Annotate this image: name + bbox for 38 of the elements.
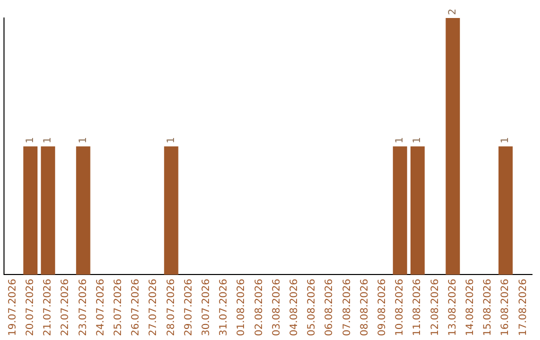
x-tick-label: 03.08.2026	[271, 278, 282, 336]
x-tick-label: 01.08.2026	[236, 278, 248, 336]
x-tick-label: 07.08.2026	[342, 278, 353, 336]
x-tick-label: 09.08.2026	[376, 278, 388, 336]
x-tick-label: 30.07.2026	[200, 278, 212, 336]
x-tick-label: 12.08.2026	[430, 278, 441, 336]
data-label: 1	[412, 136, 424, 144]
x-tick-label: 16.08.2026	[500, 278, 512, 336]
x-tick-label: 13.08.2026	[447, 278, 458, 336]
x-tick-label: 29.07.2026	[183, 278, 194, 336]
data-label: 2	[447, 8, 458, 15]
data-label: 1	[78, 136, 89, 144]
x-tick-label: 14.08.2026	[464, 278, 476, 336]
x-tick-label: 19.07.2026	[7, 278, 18, 336]
x-tick-label: 23.07.2026	[78, 278, 89, 336]
data-label: 1	[42, 136, 54, 144]
x-tick-label: 28.07.2026	[166, 278, 177, 336]
data-label: 1	[500, 136, 512, 144]
x-tick-label: 15.08.2026	[482, 278, 494, 336]
x-tick-label: 22.07.2026	[60, 278, 72, 336]
x-tick-label: 20.07.2026	[24, 278, 36, 336]
x-tick-label: 25.07.2026	[112, 278, 124, 336]
x-tick-label: 11.08.2026	[412, 278, 424, 336]
x-tick-label: 31.07.2026	[218, 278, 230, 336]
x-tick-label: 10.08.2026	[394, 278, 406, 336]
data-label: 1	[24, 136, 36, 144]
x-tick-label: 04.08.2026	[288, 278, 300, 336]
data-label: 1	[166, 136, 177, 144]
x-tick-label: 06.08.2026	[324, 278, 336, 336]
x-tick-label: 27.07.2026	[148, 278, 160, 336]
x-tick-label: 08.08.2026	[359, 278, 370, 336]
x-tick-label: 02.08.2026	[254, 278, 265, 336]
x-tick-label: 26.07.2026	[130, 278, 142, 336]
x-tick-label: 17.08.2026	[518, 278, 529, 336]
x-tick-label: 21.07.2026	[42, 278, 54, 336]
x-tick-label: 24.07.2026	[95, 278, 106, 336]
x-tick-label: 05.08.2026	[306, 278, 318, 336]
data-label: 1	[394, 136, 406, 144]
